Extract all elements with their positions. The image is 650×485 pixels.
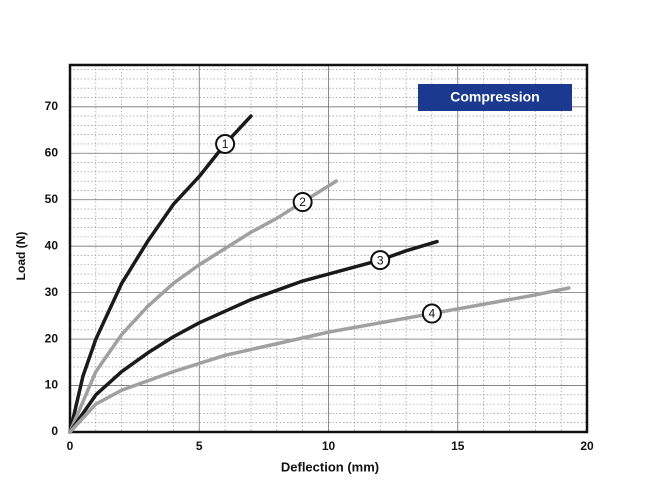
line bbox=[68, 179, 339, 434]
y-tick-label: 60 bbox=[45, 145, 59, 159]
legend-marker bbox=[370, 250, 391, 271]
y-tick-label: 10 bbox=[45, 378, 59, 392]
x-tick-label: 20 bbox=[580, 439, 594, 453]
y-tick-label: 50 bbox=[45, 192, 59, 206]
y-tick-label: 70 bbox=[45, 99, 59, 113]
y-tick-label: 30 bbox=[45, 285, 59, 299]
legend-marker bbox=[292, 192, 313, 213]
x-tick-label: 10 bbox=[322, 439, 336, 453]
line bbox=[68, 114, 253, 434]
legend-label: 4 bbox=[429, 307, 436, 321]
legend-marker bbox=[421, 303, 442, 324]
y-axis-label: Load (N) bbox=[14, 232, 28, 281]
line bbox=[68, 286, 571, 434]
plot-frame bbox=[68, 63, 589, 434]
y-tick-label: 0 bbox=[51, 424, 58, 438]
grid bbox=[69, 65, 588, 433]
line bbox=[68, 239, 439, 434]
y-tick-label: 20 bbox=[45, 331, 59, 345]
annotation: Compression bbox=[450, 89, 539, 105]
y-tick-label: 40 bbox=[45, 238, 59, 252]
x-tick-label: 0 bbox=[67, 439, 74, 453]
x-axis-label: Deflection (mm) bbox=[281, 459, 379, 474]
legend-label: 2 bbox=[299, 195, 306, 209]
legend-label: 1 bbox=[222, 137, 229, 151]
x-tick-label: 5 bbox=[196, 439, 203, 453]
legend-marker bbox=[215, 133, 236, 154]
legend-label: 3 bbox=[377, 253, 384, 267]
x-tick-label: 15 bbox=[451, 439, 465, 453]
annotation-box bbox=[418, 84, 572, 111]
